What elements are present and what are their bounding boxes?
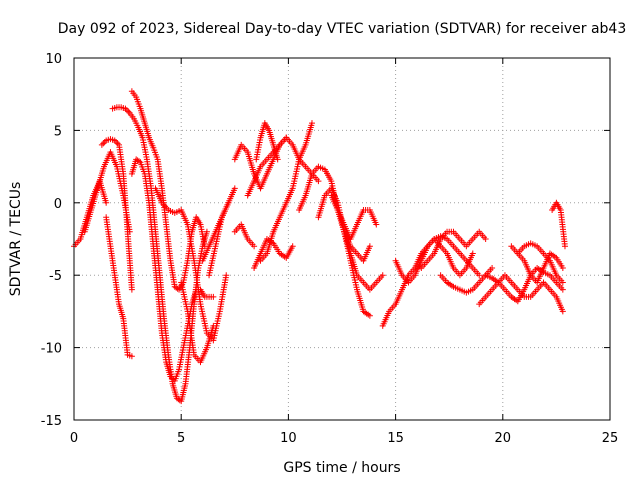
data-point [125,108,132,115]
data-point [122,105,129,112]
y-tick-label: 5 [54,124,62,139]
data-point [274,156,281,163]
x-tick-label: 15 [387,431,404,446]
series-arc-25 [437,264,496,296]
series-arc-5 [109,104,210,405]
grid-lines [74,58,610,420]
data-point [289,243,296,250]
data-point [308,120,315,127]
data-point [251,243,258,250]
y-tick-label: -5 [49,269,62,284]
data-point [559,279,566,286]
data-point [113,138,120,145]
series-arc-4 [103,214,135,360]
series-arc-9 [178,279,217,366]
data-point [101,138,108,145]
x-tick-label: 5 [177,431,185,446]
series-arc-15 [253,120,281,163]
data-point [379,272,386,279]
data-point [167,373,174,380]
series-arc-12 [231,221,258,250]
series-arc-30 [549,199,568,250]
data-point [373,221,380,228]
data-point [98,141,105,148]
series-arc-21 [328,192,380,242]
x-axis-ticks: 0 5 10 15 20 25 [70,58,618,446]
data-point [482,236,489,242]
data-point [136,158,143,165]
data-point [128,286,135,293]
series-arc-28 [508,243,566,286]
series-arc-3 [98,136,135,293]
y-tick-label: -15 [41,414,62,429]
series-arc-29 [514,240,566,286]
x-tick-label: 20 [495,431,512,446]
data-point [315,178,322,185]
x-tick-label: 25 [602,431,619,446]
y-tick-label: -10 [41,342,62,357]
data-point [111,137,118,144]
series-arc-11 [206,185,238,279]
data-point [223,272,230,279]
series-arc-16 [251,236,296,271]
data-point [128,353,135,360]
x-axis-label: GPS time / hours [283,460,400,476]
data-point [489,264,496,271]
y-tick-label: 0 [54,197,62,212]
chart-title: Day 092 of 2023, Sidereal Day-to-day VTE… [58,21,627,37]
data-point [100,140,107,147]
data-point [174,285,181,292]
series-arc-20 [341,228,386,293]
series-arc-23 [392,236,476,286]
data-point [366,243,373,250]
data-point [559,264,566,271]
data-point [210,322,217,329]
data-point [559,308,566,315]
y-axis-ticks: -15 -10 -5 0 5 10 [41,52,610,429]
data-point [103,199,110,206]
data-point [123,107,130,114]
data-points [71,88,568,405]
data-point [203,228,210,235]
data-point [469,250,476,257]
data-point [114,140,121,147]
x-tick-label: 0 [70,431,78,446]
plot-frame [73,57,611,421]
y-tick-label: 10 [45,52,62,67]
data-point [168,375,175,382]
data-point [210,293,217,300]
x-tick-label: 10 [280,431,297,446]
data-point [366,312,373,319]
data-point [561,243,568,250]
series-arc-6 [128,88,208,293]
series-arc-17 [257,120,315,264]
data-point [231,185,238,192]
series-arc-8 [152,185,230,344]
y-axis-label: SDTVAR / TECUs [8,182,24,297]
series-arc-24 [418,228,489,271]
data-point [476,272,483,279]
data-point [559,286,566,293]
